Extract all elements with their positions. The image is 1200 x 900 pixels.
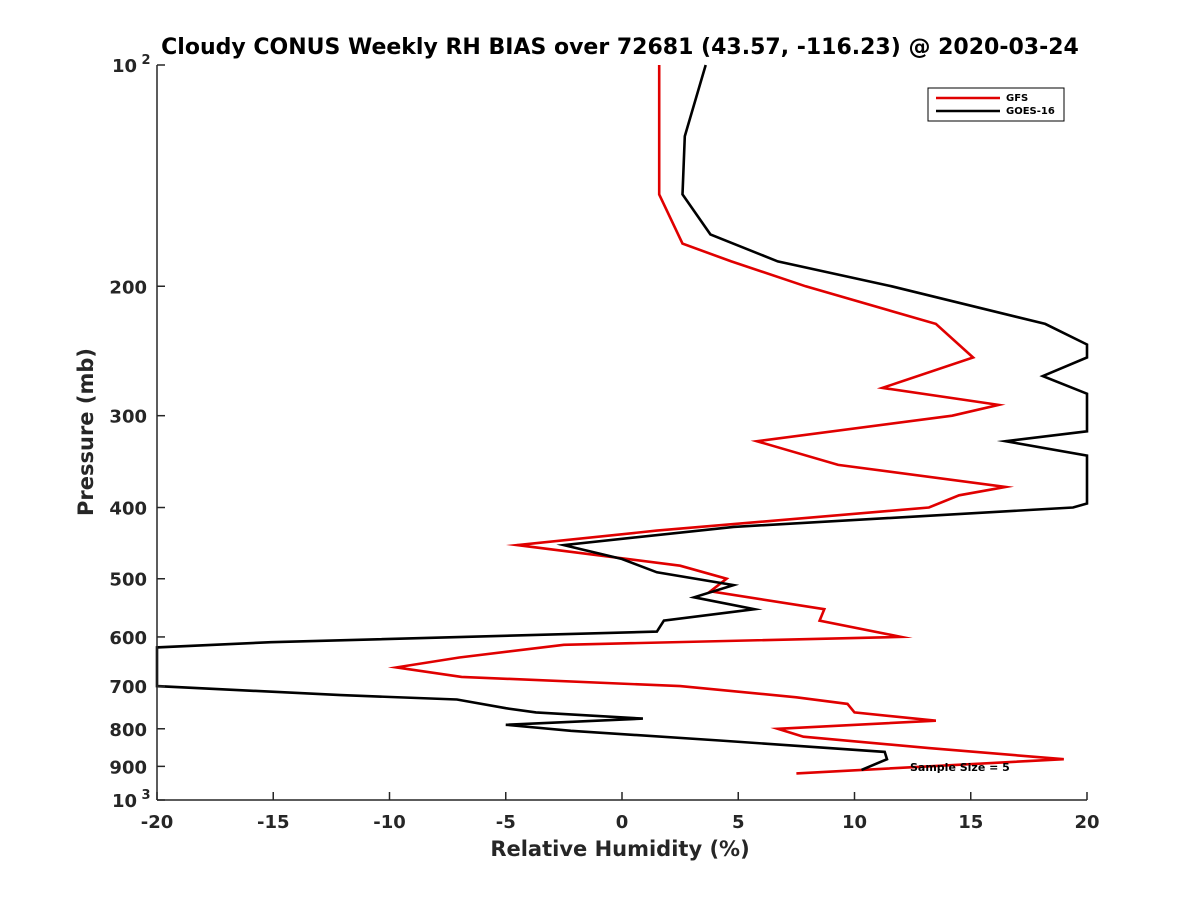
legend: GFS GOES-16	[927, 87, 1065, 122]
legend-label-goes16: GOES-16	[1006, 106, 1055, 117]
y-tick-exponent: 3	[141, 788, 150, 803]
x-tick-label: -20	[141, 812, 174, 833]
y-tick-label: 400	[109, 499, 147, 520]
legend-label-gfs: GFS	[1006, 93, 1028, 104]
legend-box	[927, 87, 1065, 122]
y-tick-label: 10	[112, 56, 137, 77]
y-axis-ticks: 2 10 200 300 400 500 600 700 800 900 3 10	[109, 53, 165, 812]
y-tick-label: 500	[109, 570, 147, 591]
y-tick-label: 10	[112, 791, 137, 812]
x-axis-label: Relative Humidity (%)	[490, 837, 749, 861]
x-tick-label: 20	[1074, 812, 1099, 833]
chart-title: Cloudy CONUS Weekly RH BIAS over 72681 (…	[161, 35, 1079, 60]
y-tick-label: 200	[109, 277, 147, 298]
y-tick-label: 300	[109, 407, 147, 428]
x-tick-label: -15	[257, 812, 290, 833]
plot-area	[155, 64, 1089, 801]
y-tick-exponent: 2	[141, 53, 150, 68]
y-axis-label: Pressure (mb)	[74, 348, 98, 516]
series-layer	[155, 64, 1089, 775]
x-tick-label: -5	[496, 812, 516, 833]
x-tick-label: 5	[732, 812, 745, 833]
series-line-gfs	[387, 65, 1064, 775]
x-tick-label: 0	[616, 812, 629, 833]
y-tick-label: 600	[109, 628, 147, 649]
series-line-goes16	[155, 64, 1089, 772]
y-tick-label: 800	[109, 720, 147, 741]
x-tick-label: -10	[373, 812, 406, 833]
x-tick-label: 15	[958, 812, 983, 833]
sample-size-annotation: Sample Size = 5	[910, 761, 1010, 774]
y-tick-label: 700	[109, 677, 147, 698]
x-tick-label: 10	[842, 812, 867, 833]
x-axis-ticks: -20 -15 -10 -5 0 5 10 15 20	[141, 792, 1100, 833]
y-tick-label: 900	[109, 757, 147, 778]
